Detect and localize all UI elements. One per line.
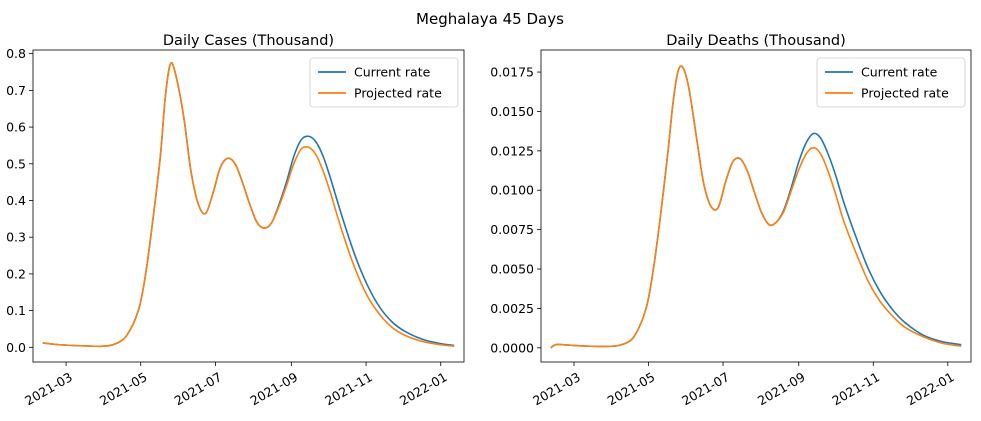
series-line-projected-rate — [42, 62, 455, 348]
x-tick-label: 2021-11 — [829, 369, 882, 408]
x-tick-label: 2022-01 — [904, 369, 957, 408]
x-tick-label: 2021-09 — [247, 369, 300, 408]
x-tick-label: 2021-03 — [22, 369, 75, 408]
x-tick-label: 2021-11 — [322, 369, 375, 408]
x-tick-label: 2021-09 — [755, 369, 808, 408]
axes-frame — [540, 49, 972, 363]
series-line-projected-rate — [550, 65, 962, 349]
x-tick-label: 2021-07 — [172, 369, 225, 408]
chart-title: Daily Cases (Thousand) — [163, 33, 334, 49]
x-tick-label: 2022-01 — [397, 369, 450, 408]
y-tick-label: 0.0050 — [490, 262, 534, 277]
legend-label: Current rate — [354, 65, 431, 80]
legend-box — [816, 57, 966, 108]
chart-panel-1: Daily Cases (Thousand) 0.0 0.1 0.2 0.3 0.4 0.5… — [6, 33, 465, 408]
y-tick-label: 0.1 — [6, 303, 26, 318]
legend: Current rate Projected rate — [309, 57, 459, 108]
y-tick-label: 0.0100 — [490, 183, 534, 198]
legend-label: Projected rate — [861, 86, 949, 101]
y-tick-label: 0.8 — [6, 46, 26, 61]
legend-label: Current rate — [861, 65, 938, 80]
x-tick-label: 2021-03 — [530, 369, 583, 408]
legend-box — [309, 57, 459, 108]
axes-frame — [32, 49, 465, 363]
y-tick-label: 0.4 — [6, 193, 26, 208]
y-tick-label: 0.6 — [6, 120, 26, 135]
y-tick-label: 0.0175 — [490, 65, 534, 80]
series-line-current-rate — [550, 65, 962, 349]
y-tick-label: 0.0000 — [490, 340, 534, 355]
chart-panel-2: Daily Deaths (Thousand) 0.0000 0.0025 0.005… — [490, 33, 972, 408]
y-tick-label: 0.5 — [6, 156, 26, 171]
x-tick-label: 2021-05 — [97, 369, 150, 408]
legend: Current rate Projected rate — [816, 57, 966, 108]
y-tick-label: 0.0075 — [490, 222, 534, 237]
y-tick-label: 0.3 — [6, 230, 26, 245]
y-tick-label: 0.0150 — [490, 104, 534, 119]
y-tick-label: 0.7 — [6, 83, 26, 98]
y-tick-label: 0.2 — [6, 266, 26, 281]
suptitle: Meghalaya 45 Days — [416, 10, 564, 28]
y-tick-label: 0.0125 — [490, 143, 534, 158]
y-tick-label: 0.0 — [6, 340, 26, 355]
x-tick-label: 2021-05 — [605, 369, 658, 408]
legend-label: Projected rate — [354, 86, 442, 101]
y-tick-label: 0.0025 — [490, 301, 534, 316]
chart-title: Daily Deaths (Thousand) — [666, 33, 846, 49]
x-tick-label: 2021-07 — [679, 369, 732, 408]
